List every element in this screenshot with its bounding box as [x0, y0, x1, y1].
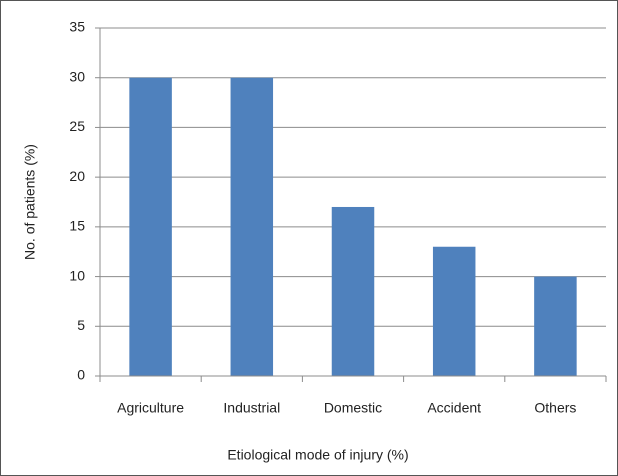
- x-tick-label: Agriculture: [117, 400, 184, 416]
- bar: [230, 77, 274, 376]
- y-tick-label: 5: [77, 317, 85, 333]
- y-tick-label: 25: [69, 118, 85, 134]
- bar: [331, 206, 375, 376]
- y-tick-label: 20: [69, 168, 85, 184]
- y-tick-label: 15: [69, 218, 85, 234]
- y-tick-label: 30: [69, 68, 85, 84]
- bar: [432, 246, 476, 376]
- x-tick-label: Domestic: [324, 400, 382, 416]
- bar: [129, 77, 172, 376]
- y-tick-label: 10: [69, 267, 85, 283]
- y-axis-label: No. of patients (%): [22, 144, 38, 260]
- bar: [534, 276, 577, 376]
- y-tick-label: 0: [77, 367, 85, 383]
- x-tick-label: Accident: [427, 400, 481, 416]
- y-tick-label: 35: [69, 19, 85, 35]
- x-tick-label: Industrial: [223, 400, 280, 416]
- x-tick-label: Others: [534, 400, 576, 416]
- x-axis-label: Etiological mode of injury (%): [227, 447, 408, 463]
